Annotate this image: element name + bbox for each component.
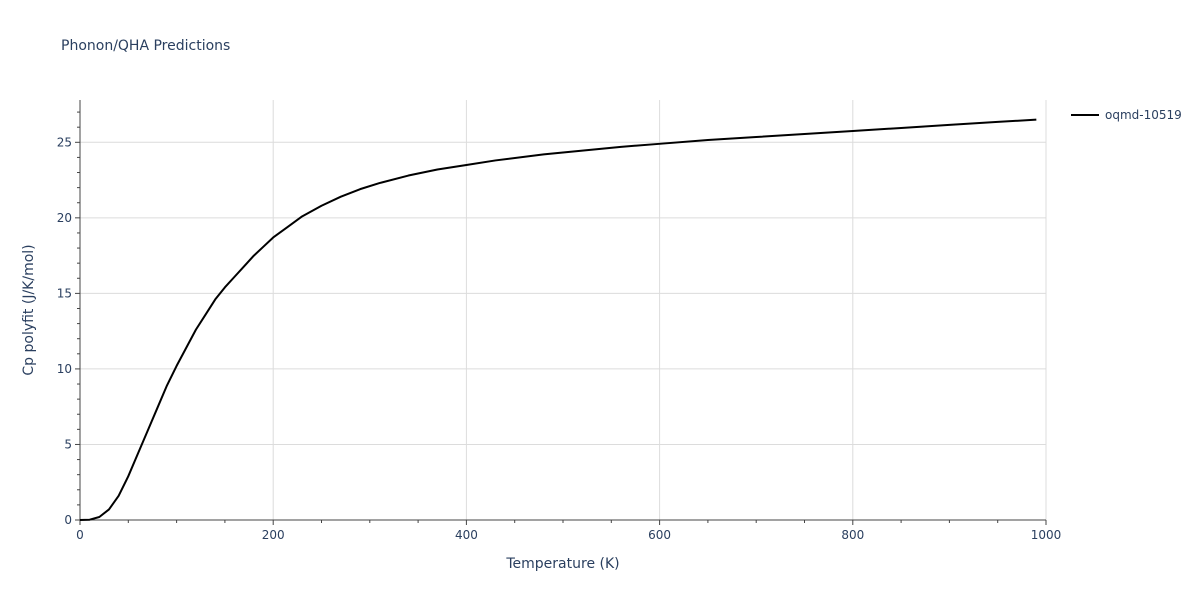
- legend-label: oqmd-10519: [1105, 108, 1182, 122]
- legend[interactable]: oqmd-10519: [1071, 108, 1182, 122]
- chart-title: Phonon/QHA Predictions: [61, 38, 230, 54]
- series-line-0[interactable]: [79, 118, 1037, 521]
- y-axis-title: Cp polyfit (J/K/mol): [21, 244, 37, 375]
- x-tick-label: 200: [262, 528, 285, 542]
- y-tick-label: 10: [57, 362, 72, 376]
- y-tick-label: 25: [57, 135, 72, 149]
- x-tick-label: 800: [841, 528, 864, 542]
- y-tick-label: 15: [57, 286, 72, 300]
- y-tick-label: 20: [57, 211, 72, 225]
- axes: 0 200 400 600 800 1000 0 5 10 15 20 25: [57, 100, 1062, 542]
- x-tick-label: 1000: [1031, 528, 1062, 542]
- y-tick-label: 0: [64, 513, 72, 527]
- x-tick-label: 600: [648, 528, 671, 542]
- series-layer: [79, 118, 1037, 521]
- x-tick-label: 0: [76, 528, 84, 542]
- x-tick-label: 400: [455, 528, 478, 542]
- x-axis-title: Temperature (K): [505, 556, 619, 572]
- grid: [80, 100, 1047, 520]
- y-tick-label: 5: [64, 437, 72, 451]
